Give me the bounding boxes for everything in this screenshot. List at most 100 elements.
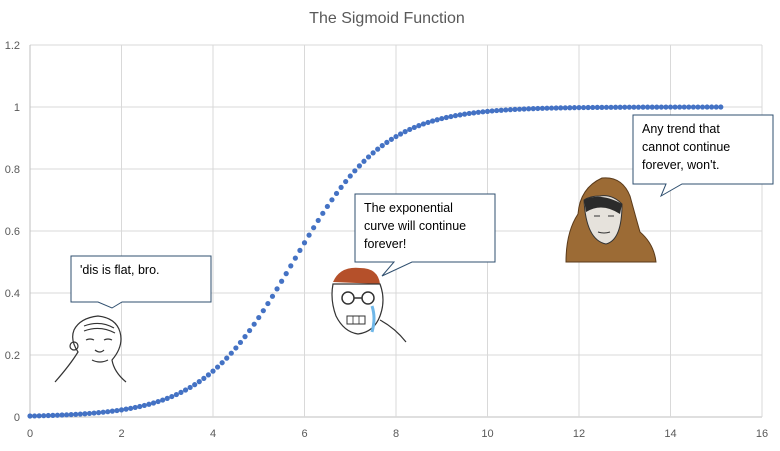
data-point xyxy=(379,143,385,149)
data-point xyxy=(411,124,417,131)
data-point xyxy=(686,104,692,110)
data-point xyxy=(365,154,372,160)
y-tick-label: 0.8 xyxy=(5,164,20,176)
data-point xyxy=(114,407,120,414)
data-point xyxy=(407,126,413,133)
data-point xyxy=(507,107,513,113)
data-point xyxy=(288,263,294,269)
data-point xyxy=(535,105,541,112)
data-point xyxy=(329,197,335,203)
data-point xyxy=(480,109,486,115)
data-point xyxy=(375,146,381,152)
data-point xyxy=(224,355,230,361)
data-point xyxy=(187,384,193,391)
data-point xyxy=(105,409,111,415)
data-point xyxy=(361,158,367,164)
data-point xyxy=(306,232,312,238)
data-point xyxy=(608,104,614,110)
data-point xyxy=(251,321,257,327)
data-point xyxy=(658,104,664,110)
data-point xyxy=(283,271,289,277)
data-point xyxy=(681,104,687,110)
data-point xyxy=(690,104,696,110)
data-point xyxy=(498,107,504,113)
data-point xyxy=(635,104,642,110)
data-series xyxy=(27,104,724,419)
bubble-text-flat: 'dis is flat, bro. xyxy=(80,263,160,277)
data-point xyxy=(617,104,623,110)
data-point xyxy=(132,404,138,411)
data-point xyxy=(713,104,719,110)
data-point xyxy=(462,111,468,117)
bubble-text-exponential-line-3: forever! xyxy=(364,237,406,251)
data-point xyxy=(196,379,202,385)
data-point xyxy=(100,409,106,415)
data-point xyxy=(292,255,298,261)
data-point xyxy=(324,203,330,210)
data-point xyxy=(96,410,102,416)
data-point xyxy=(155,398,161,405)
x-tick-label: 10 xyxy=(481,428,493,440)
data-point xyxy=(526,106,532,112)
data-point xyxy=(718,104,724,110)
data-point xyxy=(356,163,362,169)
data-point xyxy=(64,412,70,418)
data-point xyxy=(443,114,449,121)
data-point xyxy=(452,113,459,119)
data-point xyxy=(471,110,477,116)
bubble-text-trend-line-3: forever, won't. xyxy=(642,158,719,172)
data-point xyxy=(77,411,83,417)
data-point xyxy=(247,327,253,334)
data-point xyxy=(484,108,491,114)
data-point xyxy=(594,104,600,111)
data-point xyxy=(677,104,683,110)
data-point xyxy=(82,411,88,417)
data-point xyxy=(338,184,344,190)
data-point xyxy=(41,413,47,419)
data-point xyxy=(219,360,225,366)
data-point xyxy=(571,105,578,111)
data-point xyxy=(123,406,129,412)
tick-labels: 0 0.2 0.4 0.6 0.8 1 1.2 0 2 4 6 8 10 12 14 16 xyxy=(5,40,768,440)
data-point xyxy=(416,123,422,129)
y-tick-label: 1 xyxy=(14,102,20,114)
data-point xyxy=(343,178,349,185)
data-point xyxy=(178,389,184,395)
data-point xyxy=(160,397,166,403)
data-point xyxy=(466,110,472,117)
data-point xyxy=(613,104,619,110)
meme-character-flat xyxy=(54,315,127,383)
data-point xyxy=(269,293,276,299)
data-point xyxy=(640,104,646,110)
x-tick-label: 4 xyxy=(210,428,216,440)
data-point xyxy=(146,401,152,407)
data-point xyxy=(553,105,559,111)
x-tick-label: 12 xyxy=(573,428,585,440)
data-point xyxy=(388,136,395,142)
data-point xyxy=(242,334,248,340)
data-point xyxy=(59,412,65,418)
data-point xyxy=(663,104,669,110)
data-point xyxy=(489,108,495,114)
data-point xyxy=(150,400,157,406)
data-point xyxy=(402,129,408,135)
meme-character-crying xyxy=(331,267,407,343)
data-point xyxy=(233,345,239,351)
speech-bubble-flat: 'dis is flat, bro. xyxy=(70,255,212,309)
data-point xyxy=(333,190,340,197)
data-point xyxy=(503,107,509,113)
data-point xyxy=(475,109,481,115)
data-point xyxy=(544,105,550,111)
data-point xyxy=(137,403,143,410)
data-point xyxy=(141,402,147,409)
data-point xyxy=(558,105,564,111)
data-point xyxy=(228,350,234,356)
data-point xyxy=(590,104,596,111)
data-point xyxy=(73,411,79,417)
data-point xyxy=(311,225,317,231)
data-point xyxy=(393,133,399,140)
bubble-text-exponential-line-2: curve will continue xyxy=(364,219,466,233)
speech-bubble-exponential: The exponential curve will continue fore… xyxy=(354,193,496,277)
y-tick-label: 0.4 xyxy=(5,288,20,300)
data-point xyxy=(512,106,518,113)
